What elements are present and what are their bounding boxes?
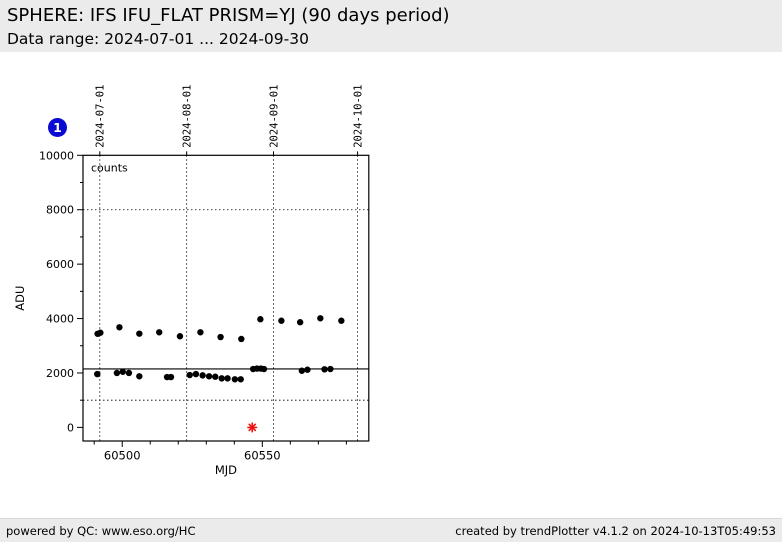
data-point [218, 375, 225, 382]
data-point [217, 333, 224, 341]
data-point [136, 373, 143, 380]
data-point [212, 373, 219, 380]
plot-area [83, 155, 369, 442]
data-point [199, 372, 206, 379]
outlier-marker-stroke [248, 423, 257, 432]
footer-qc-link[interactable]: powered by QC: www.eso.org/HC [6, 523, 196, 538]
data-point [237, 376, 244, 383]
footer-credit: created by trendPlotter v4.1.2 on 2024-1… [455, 523, 776, 538]
data-point [298, 367, 306, 374]
data-range-subtitle: Data range: 2024-07-01 ... 2024-09-30 [7, 30, 309, 48]
data-point [224, 375, 231, 382]
top-axis-date-label: 2024-08-01 [181, 85, 193, 148]
data-point [304, 366, 311, 373]
y-tick-label: 4000 [46, 313, 74, 326]
data-point [338, 317, 345, 324]
data-point [116, 324, 123, 331]
data-point [125, 369, 133, 377]
page-header: SPHERE: IFS IFU_FLAT PRISM=YJ (90 days p… [0, 0, 782, 52]
data-point [317, 315, 324, 322]
plot-frame [82, 154, 370, 442]
data-point [197, 329, 204, 336]
data-point [238, 335, 245, 343]
data-point [192, 370, 200, 378]
data-point [205, 373, 213, 380]
top-axis-date-label: 2024-07-01 [95, 85, 107, 148]
x-tick-label: 60500 [104, 449, 141, 463]
data-point [186, 371, 193, 379]
data-point [278, 317, 285, 324]
data-point [176, 333, 184, 340]
y-tick-label: 10000 [39, 149, 74, 162]
data-point [136, 330, 143, 337]
plot-index-badge-label: 1 [53, 120, 62, 135]
top-axis-date-label: 2024-10-01 [352, 85, 364, 148]
data-point [113, 369, 121, 377]
data-point [321, 366, 328, 373]
y-tick-label: 2000 [46, 367, 74, 380]
data-point [156, 329, 163, 336]
x-tick-label: 60550 [244, 449, 281, 463]
data-point [296, 319, 304, 326]
y-tick-label: 0 [67, 421, 74, 434]
data-point [257, 316, 264, 323]
x-axis-title: MJD [215, 463, 237, 477]
y-axis-title: ADU [13, 286, 27, 311]
data-point [167, 373, 175, 381]
data-point [260, 365, 268, 373]
inplot-series-label: counts [91, 162, 128, 175]
outlier-marker [247, 422, 258, 433]
data-point [327, 365, 334, 373]
data-point [231, 376, 239, 383]
data-point [94, 370, 101, 378]
page-footer: powered by QC: www.eso.org/HC created by… [0, 518, 782, 542]
top-axis-date-label: 2024-09-01 [268, 85, 280, 148]
page-title: SPHERE: IFS IFU_FLAT PRISM=YJ (90 days p… [7, 5, 450, 26]
data-point [119, 368, 126, 375]
y-tick-label: 8000 [46, 204, 74, 217]
y-tick-label: 6000 [46, 258, 74, 271]
plot-index-badge[interactable]: 1 [48, 118, 67, 137]
data-point [97, 329, 104, 336]
